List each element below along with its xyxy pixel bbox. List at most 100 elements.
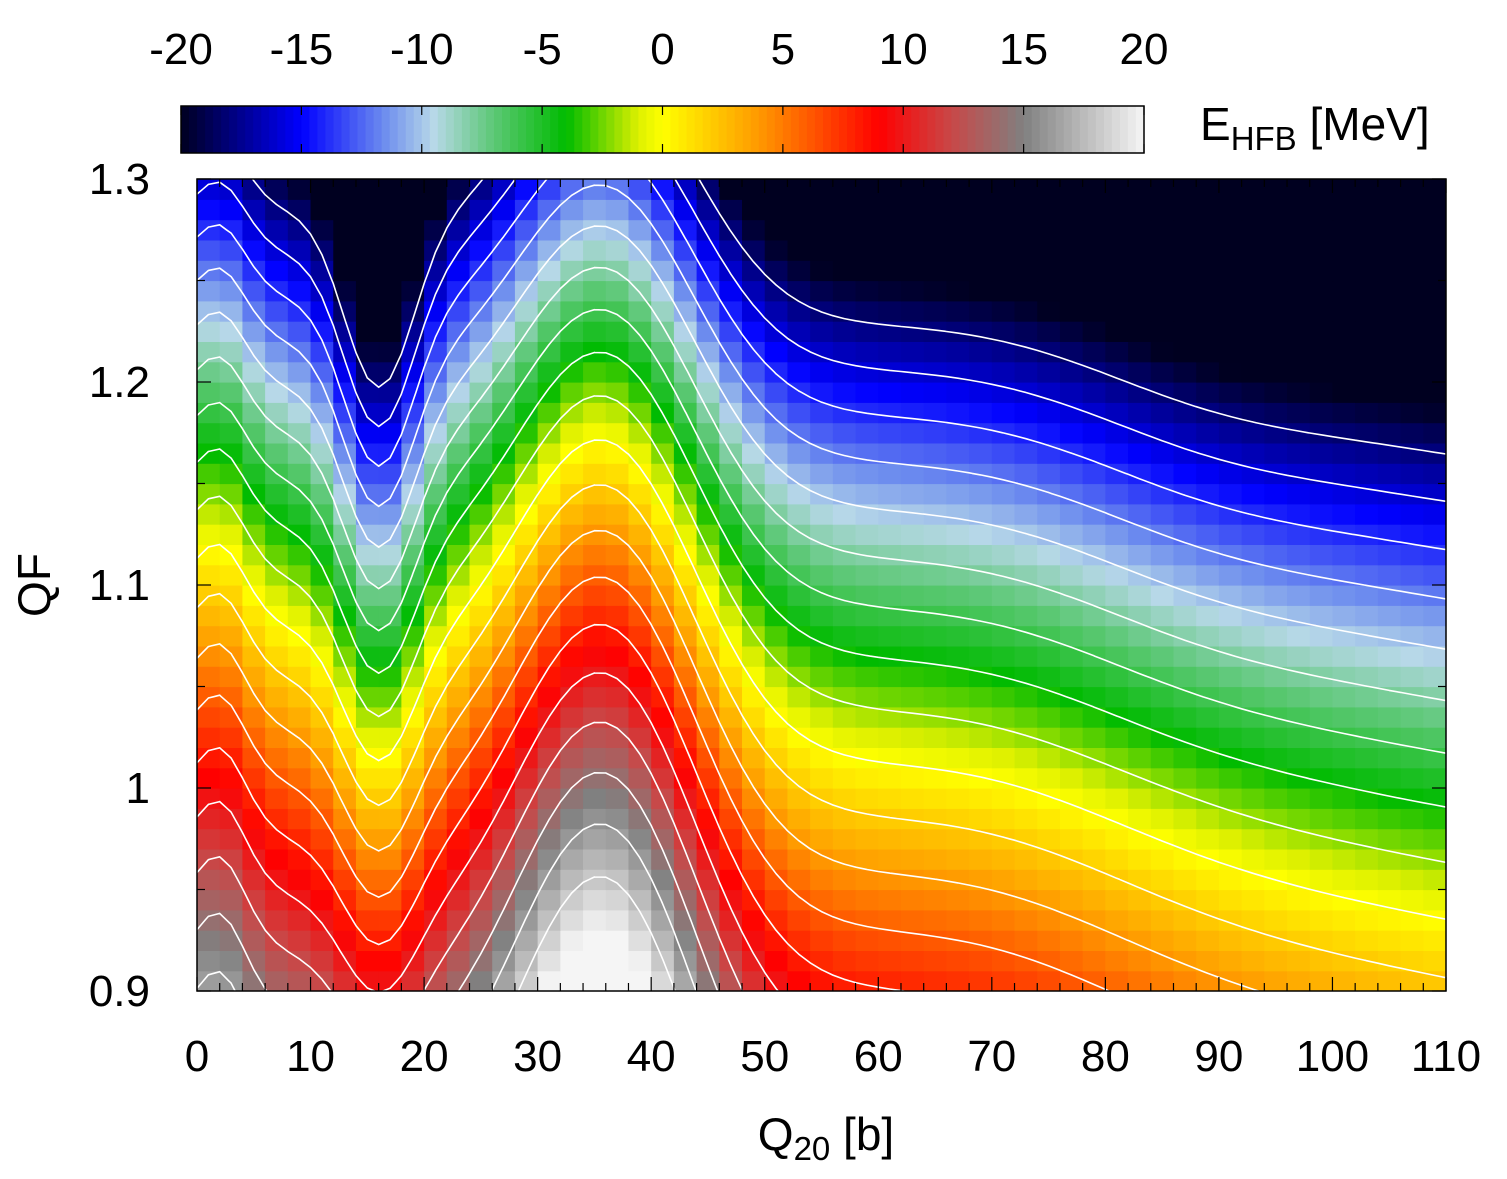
colorbar-cell [831, 106, 840, 153]
heatmap-cell [946, 889, 970, 911]
heatmap-cell [265, 625, 289, 647]
heatmap-cell [1287, 788, 1311, 809]
heatmap-cell [810, 544, 834, 566]
heatmap-cell [287, 382, 312, 403]
heatmap-cell [1173, 666, 1197, 688]
heatmap-cell [878, 382, 902, 403]
heatmap-cell [1037, 625, 1061, 647]
heatmap-cell [333, 970, 357, 991]
heatmap-cell [242, 889, 266, 911]
heatmap-cell [1241, 889, 1265, 911]
heatmap-cell [1332, 341, 1356, 363]
heatmap-cell [855, 321, 879, 342]
heatmap-cell [900, 706, 925, 728]
heatmap-cell [583, 909, 607, 931]
heatmap-cell [1309, 219, 1334, 241]
heatmap-cell [1218, 422, 1243, 444]
heatmap-cell [1037, 199, 1061, 221]
heatmap-cell [787, 524, 811, 545]
colorbar-cell [654, 106, 664, 153]
heatmap-cell [560, 463, 584, 485]
heatmap-cell [287, 179, 312, 200]
heatmap-cell [605, 950, 630, 972]
heatmap-cell [1400, 666, 1424, 688]
heatmap-cell [560, 239, 584, 261]
heatmap-cell [492, 909, 516, 931]
colorbar-cell [662, 106, 672, 153]
heatmap-cell [1332, 645, 1356, 667]
heatmap-cell [310, 321, 334, 342]
heatmap-cell [401, 361, 425, 383]
heatmap-cell [1128, 483, 1152, 505]
heatmap-cell [605, 727, 630, 748]
colorbar-cell [710, 106, 720, 153]
heatmap-cell [673, 848, 698, 870]
heatmap-cell [1218, 361, 1243, 383]
heatmap-cell [583, 625, 607, 647]
heatmap-cell [378, 585, 402, 606]
heatmap-cell [1287, 179, 1311, 200]
colorbar-cell [461, 106, 471, 153]
heatmap-cell [265, 970, 289, 991]
heatmap-cell [1264, 402, 1288, 424]
heatmap-cell [742, 889, 766, 911]
heatmap-cell [310, 179, 334, 200]
y-tick-label: 1 [126, 764, 150, 813]
heatmap-cell [991, 848, 1016, 870]
heatmap-cell [855, 260, 879, 282]
heatmap-cell [696, 828, 720, 850]
heatmap-cell [900, 645, 925, 667]
heatmap-cell [1309, 260, 1334, 282]
heatmap-cell [1059, 382, 1084, 403]
heatmap-cell [1423, 544, 1446, 566]
heatmap-cell [742, 219, 766, 241]
heatmap-cell [1287, 442, 1311, 464]
heatmap-cell [1105, 747, 1129, 769]
heatmap-cell [1309, 382, 1334, 403]
heatmap-cell [832, 219, 857, 241]
heatmap-cell [673, 544, 698, 566]
heatmap-cell [242, 706, 266, 728]
heatmap-cell [719, 767, 743, 789]
heatmap-cell [1287, 645, 1311, 667]
heatmap-cell [651, 503, 675, 525]
heatmap-cell [605, 442, 630, 464]
heatmap-cell [560, 483, 584, 505]
heatmap-cell [991, 341, 1016, 363]
heatmap-cell [1059, 260, 1084, 282]
heatmap-cell [469, 747, 493, 769]
heatmap-cell [583, 483, 607, 505]
heatmap-cell [310, 585, 334, 606]
heatmap-cell [514, 605, 539, 627]
heatmap-cell [923, 788, 947, 809]
heatmap-cell [991, 199, 1016, 221]
heatmap-cell [378, 909, 402, 931]
heatmap-cell [673, 747, 698, 769]
heatmap-cell [1423, 463, 1446, 485]
heatmap-cell [1150, 788, 1175, 809]
heatmap-cell [923, 727, 947, 748]
heatmap-cell [673, 442, 698, 464]
x-tick-label: 50 [740, 1032, 789, 1081]
heatmap-cell [1218, 767, 1243, 789]
heatmap-cell [719, 483, 743, 505]
heatmap-cell [742, 402, 766, 424]
heatmap-cell [969, 321, 993, 342]
heatmap-cell [1196, 280, 1220, 302]
heatmap-cell [855, 808, 879, 830]
heatmap-cell [514, 767, 539, 789]
heatmap-cell [310, 442, 334, 464]
heatmap-cell [469, 889, 493, 911]
heatmap-cell [696, 564, 720, 586]
heatmap-cell [265, 767, 289, 789]
colorbar-cell [582, 106, 591, 153]
heatmap-cell [469, 463, 493, 485]
heatmap-cell [492, 950, 516, 972]
heatmap-cell [651, 645, 675, 667]
heatmap-cell [787, 869, 811, 891]
heatmap-cell [719, 239, 743, 261]
heatmap-cell [742, 544, 766, 566]
heatmap-cell [287, 828, 312, 850]
heatmap-cell [333, 869, 357, 891]
heatmap-cell [878, 848, 902, 870]
